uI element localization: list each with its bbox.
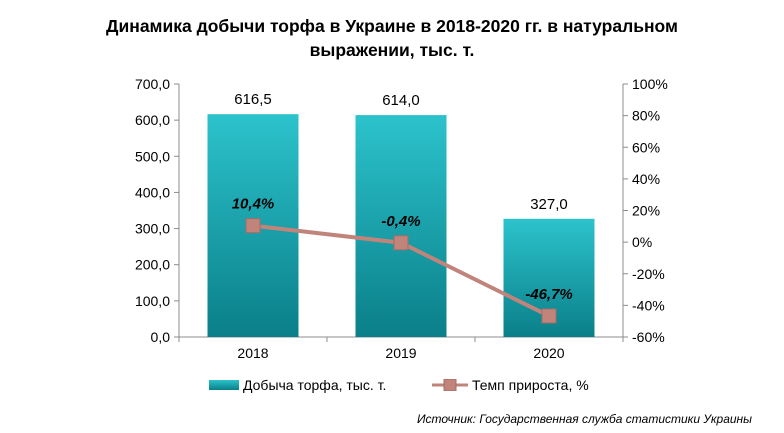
bar-value-label: 327,0 bbox=[530, 196, 568, 213]
left-axis-tick-label: 0,0 bbox=[151, 329, 171, 345]
left-axis-tick-label: 600,0 bbox=[135, 112, 170, 128]
right-axis-tick-label: -60% bbox=[632, 329, 665, 345]
bar-value-label: 616,5 bbox=[234, 91, 272, 108]
x-axis-tick-label: 2018 bbox=[237, 345, 268, 361]
chart-title-line-2: выражении, тыс. т. bbox=[309, 40, 475, 60]
chart-title: Динамика добычи торфа в Украине в 2018-2… bbox=[0, 14, 784, 62]
left-axis-tick-label: 100,0 bbox=[135, 293, 170, 309]
right-axis-tick-label: -40% bbox=[632, 297, 665, 313]
legend-label-bars: Добыча торфа, тыс. т. bbox=[243, 377, 387, 393]
x-axis-tick-label: 2020 bbox=[533, 345, 564, 361]
bar bbox=[355, 115, 447, 337]
growth-marker bbox=[245, 218, 261, 234]
chart-legend: Добыча торфа, тыс. т. Темп прироста, % bbox=[0, 377, 784, 397]
left-axis-tick-label: 500,0 bbox=[135, 148, 170, 164]
growth-marker bbox=[393, 235, 409, 251]
legend-swatch-bars bbox=[209, 380, 239, 390]
legend-swatch-growth bbox=[432, 379, 468, 391]
x-axis-tick-label: 2019 bbox=[385, 345, 416, 361]
right-axis-tick-label: 40% bbox=[632, 171, 660, 187]
growth-value-label: -46,7% bbox=[525, 286, 573, 303]
right-axis-tick-label: 60% bbox=[632, 139, 660, 155]
right-axis-tick-label: 20% bbox=[632, 203, 660, 219]
left-axis-tick-label: 700,0 bbox=[135, 76, 170, 92]
right-axis-tick-label: 100% bbox=[632, 76, 668, 92]
legend-item-growth: Темп прироста, % bbox=[432, 377, 589, 393]
right-axis-tick-label: 0% bbox=[632, 234, 652, 250]
left-axis-tick-label: 200,0 bbox=[135, 257, 170, 273]
legend-label-growth: Темп прироста, % bbox=[472, 377, 589, 393]
left-axis-tick-label: 300,0 bbox=[135, 221, 170, 237]
bar-value-label: 614,0 bbox=[382, 92, 420, 109]
chart-title-line-1: Динамика добычи торфа в Украине в 2018-2… bbox=[106, 16, 678, 36]
source-note: Источник: Государственная служба статист… bbox=[416, 412, 752, 426]
legend-item-bars: Добыча торфа, тыс. т. bbox=[209, 377, 386, 393]
right-axis-tick-label: 80% bbox=[632, 108, 660, 124]
growth-value-label: 10,4% bbox=[232, 196, 275, 213]
right-axis-tick-label: -20% bbox=[632, 266, 665, 282]
growth-value-label: -0,4% bbox=[381, 213, 420, 230]
left-axis-tick-label: 400,0 bbox=[135, 184, 170, 200]
growth-marker bbox=[541, 308, 557, 324]
